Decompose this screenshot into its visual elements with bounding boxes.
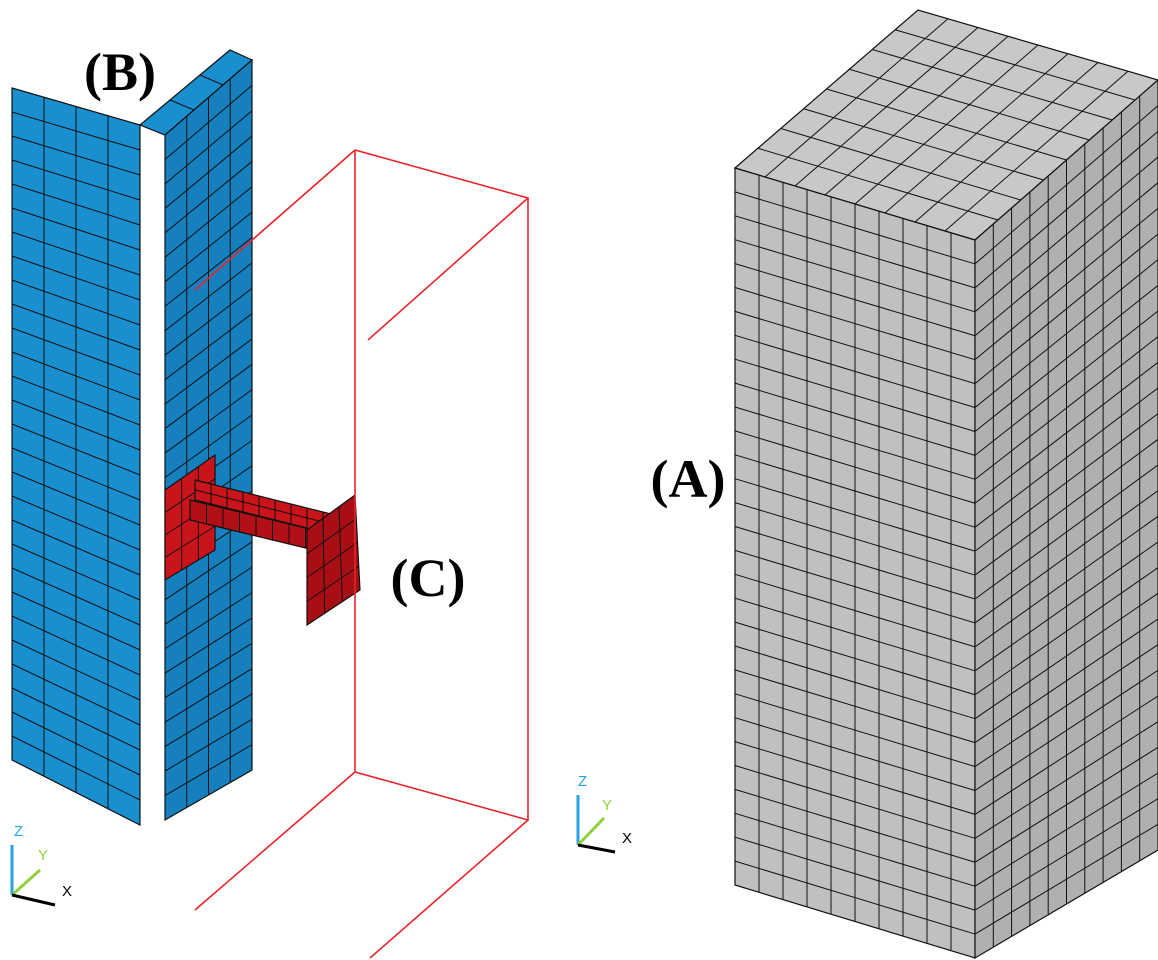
box-edge <box>368 198 528 340</box>
axis-x-label: X <box>622 830 632 847</box>
axis-y <box>12 870 40 895</box>
label-b: (B) <box>84 42 156 102</box>
page: (B) (A) (C) Z Y X Z Y X (() => { const d… <box>0 0 1158 960</box>
axis-x-label: X <box>62 883 72 900</box>
axis-z-label: Z <box>14 823 23 840</box>
axis-y-label: Y <box>602 797 612 814</box>
box-edge <box>195 772 355 910</box>
axis-triad: Z Y X <box>12 823 72 905</box>
box-edge <box>355 150 528 820</box>
box-edge <box>370 820 528 958</box>
axis-x <box>578 845 615 852</box>
label-c: (C) <box>391 548 466 608</box>
label-a: (A) <box>651 449 726 509</box>
axis-y-label: Y <box>38 847 48 864</box>
axis-y <box>578 818 604 845</box>
axis-triad: Z Y X <box>578 773 632 852</box>
scene: (B) (A) (C) Z Y X Z Y X <box>0 0 1158 960</box>
mesh-layer <box>12 10 1158 958</box>
axis-x <box>12 895 55 905</box>
axis-z-label: Z <box>578 773 587 790</box>
